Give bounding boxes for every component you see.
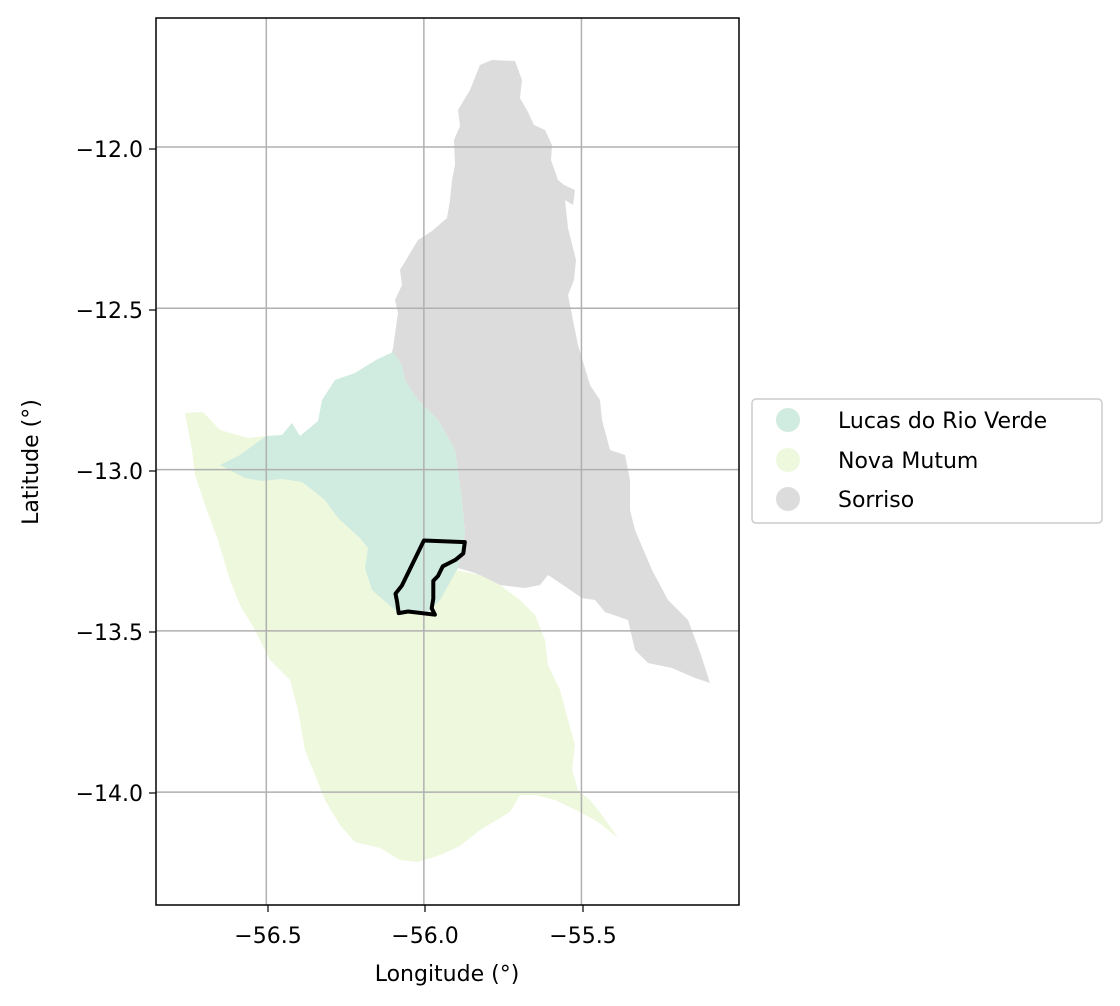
y-tick: −13.5 [76,621,156,646]
x-tick-label: −56.0 [391,924,458,949]
y-tick: −13.0 [76,460,156,485]
legend-item: Nova Mutum [776,448,978,474]
legend-label: Sorriso [838,488,914,513]
map-grid [156,18,739,905]
y-tick-label: −13.0 [76,460,143,485]
legend-label: Nova Mutum [838,449,978,474]
x-axis-title: Longitude (°) [375,962,520,987]
x-tick: −56.5 [234,905,302,949]
y-tick: −12.5 [76,299,156,324]
legend-item: Sorriso [776,487,914,513]
region-nova-mutum[interactable] [185,412,618,862]
legend: Lucas do Rio Verde Nova Mutum Sorriso [751,398,1103,524]
y-tick: −12.0 [76,138,156,163]
legend-label: Lucas do Rio Verde [838,409,1047,434]
x-tick-label: −56.5 [234,924,301,949]
y-tick: −14.0 [76,782,156,807]
legend-marker [776,448,800,472]
legend-box [751,398,1103,524]
x-tick-label: −55.5 [549,924,616,949]
y-axis-title: Latitude (°) [19,399,44,525]
legend-marker [776,487,800,511]
region-lucas-do-rio-verde[interactable] [220,352,465,615]
axes-frame [155,17,740,906]
legend-item: Lucas do Rio Verde [776,408,1047,434]
y-tick-label: −12.5 [76,299,143,324]
region-sorriso[interactable] [390,60,710,683]
highlight-outline [393,538,467,617]
map-regions [185,60,710,862]
x-axis: −56.5 −56.0 −55.5 [234,905,617,949]
y-tick-label: −14.0 [76,782,143,807]
y-axis: −12.0 −12.5 −13.0 −13.5 −14.0 [76,138,156,807]
x-tick: −55.5 [549,905,617,949]
legend-marker [776,408,800,432]
y-tick-label: −12.0 [76,138,143,163]
y-tick-label: −13.5 [76,621,143,646]
x-tick: −56.0 [391,905,459,949]
